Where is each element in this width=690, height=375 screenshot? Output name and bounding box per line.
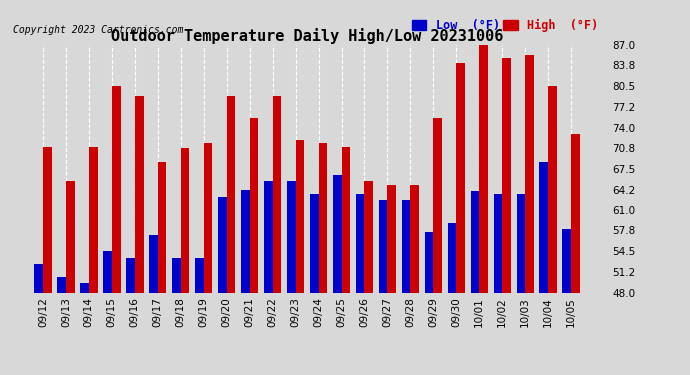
Bar	[448, 223, 456, 292]
Bar	[181, 148, 190, 292]
Bar	[135, 96, 144, 292]
Bar	[456, 63, 465, 292]
Bar	[562, 229, 571, 292]
Bar	[250, 118, 258, 292]
Bar	[549, 86, 557, 292]
Bar	[319, 143, 327, 292]
Bar	[525, 54, 534, 292]
Bar	[493, 194, 502, 292]
Bar	[264, 182, 273, 292]
Bar	[379, 201, 388, 292]
Bar	[89, 147, 97, 292]
Bar	[112, 86, 121, 292]
Bar	[411, 184, 419, 292]
Bar	[172, 258, 181, 292]
Bar	[517, 194, 525, 292]
Bar	[433, 118, 442, 292]
Bar	[571, 134, 580, 292]
Bar	[364, 182, 373, 292]
Bar	[126, 258, 135, 292]
Bar	[502, 58, 511, 292]
Bar	[57, 277, 66, 292]
Bar	[80, 283, 89, 292]
Bar	[218, 197, 226, 292]
Bar	[295, 140, 304, 292]
Bar	[158, 162, 166, 292]
Title: Outdoor Temperature Daily High/Low 20231006: Outdoor Temperature Daily High/Low 20231…	[111, 28, 503, 44]
Bar	[540, 162, 549, 292]
Bar	[287, 182, 295, 292]
Bar	[424, 232, 433, 292]
Bar	[273, 96, 282, 292]
Bar	[402, 201, 411, 292]
Bar	[471, 191, 480, 292]
Bar	[103, 251, 112, 292]
Bar	[480, 45, 488, 292]
Bar	[43, 147, 52, 292]
Bar	[388, 184, 396, 292]
Bar	[34, 264, 43, 292]
Text: Copyright 2023 Cartronics.com: Copyright 2023 Cartronics.com	[13, 25, 184, 35]
Bar	[241, 190, 250, 292]
Bar	[342, 147, 351, 292]
Bar	[226, 96, 235, 292]
Bar	[195, 258, 204, 292]
Bar	[66, 182, 75, 292]
Legend: Low  (°F), High  (°F): Low (°F), High (°F)	[412, 19, 598, 32]
Bar	[149, 236, 158, 292]
Bar	[310, 194, 319, 292]
Bar	[356, 194, 364, 292]
Bar	[333, 175, 342, 292]
Bar	[204, 143, 213, 292]
